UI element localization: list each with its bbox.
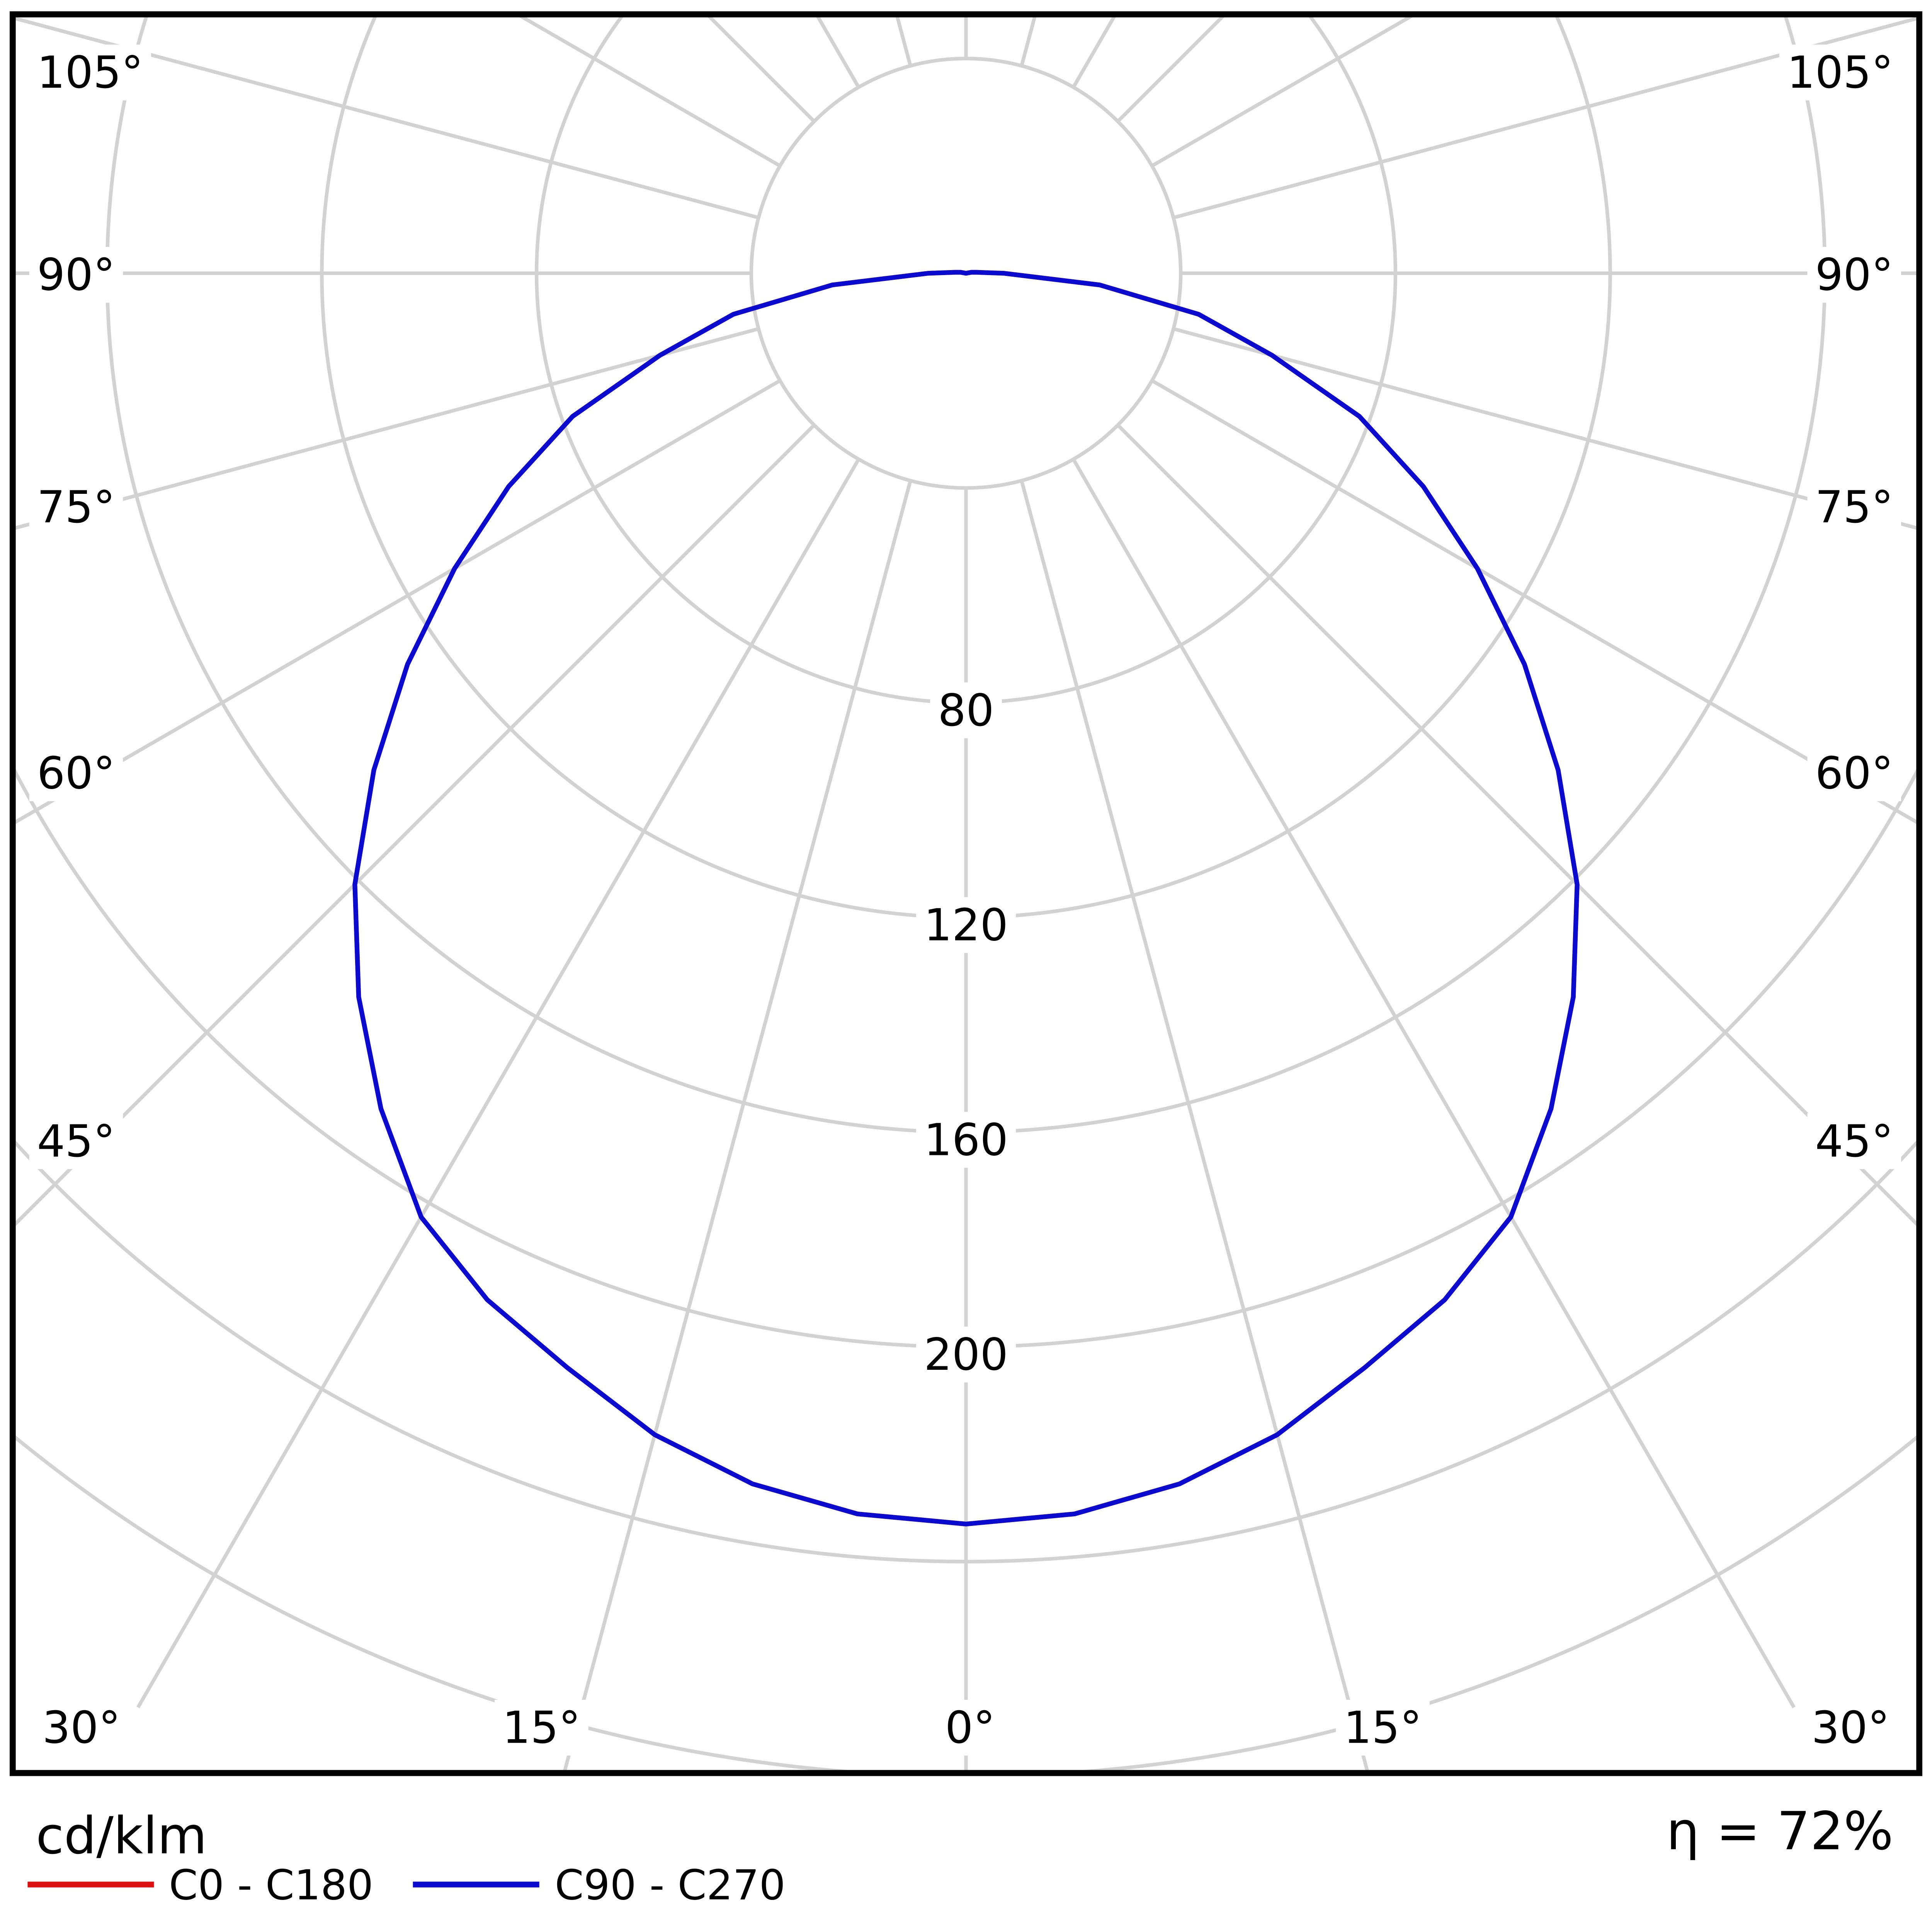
angle-label-left-105: 105° xyxy=(37,47,143,98)
grid-ray-15 xyxy=(1020,480,1369,1770)
ring-label-160-halo xyxy=(916,1112,1016,1168)
ring-label-160: 160 xyxy=(924,1114,1008,1165)
angle-label-bottom-2-halo xyxy=(937,1700,1003,1756)
angle-label-left-105-halo xyxy=(29,44,151,100)
efficiency-label: η = 72% xyxy=(1666,1801,1893,1862)
angle-label-bottom-1: 15° xyxy=(502,1702,581,1753)
angle-label-right-90-halo xyxy=(1807,247,1901,303)
angle-label-right-60: 60° xyxy=(1815,748,1893,799)
grid-ray-330 xyxy=(136,458,861,1709)
legend: C0 - C180 C90 - C270 xyxy=(27,1862,786,1910)
angle-label-right-105: 105° xyxy=(1787,47,1893,98)
ring-label-80: 80 xyxy=(938,685,994,736)
ring-label-200: 200 xyxy=(924,1329,1008,1380)
angle-label-bottom-2: 0° xyxy=(945,1702,995,1753)
grid-ray-30 xyxy=(1071,458,1796,1709)
angle-label-left-45-halo xyxy=(29,1113,123,1169)
angle-label-bottom-1-halo xyxy=(495,1700,588,1756)
grid-ray-315 xyxy=(15,423,816,1226)
angle-label-bottom-4-halo xyxy=(1804,1700,1898,1756)
angle-label-right-60-halo xyxy=(1807,745,1901,801)
angle-label-right-75-halo xyxy=(1807,479,1901,535)
ring-label-120-halo xyxy=(916,897,1016,953)
angle-label-left-75: 75° xyxy=(37,481,116,533)
ring-label-120: 120 xyxy=(924,900,1008,951)
grid-ray-45 xyxy=(1116,423,1917,1226)
grid-ray-105 xyxy=(1173,17,1917,219)
angle-label-left-45: 45° xyxy=(37,1116,116,1167)
angle-label-bottom-3-halo xyxy=(1336,1700,1430,1756)
angle-label-bottom-3: 15° xyxy=(1344,1702,1422,1753)
grid-ray-120 xyxy=(1151,17,1413,168)
plot-frame xyxy=(10,11,1922,1776)
grid-ray-255 xyxy=(15,17,759,219)
angle-label-left-90-halo xyxy=(29,247,123,303)
angle-label-bottom-0: 30° xyxy=(42,1702,121,1753)
grid-ray-60 xyxy=(1151,379,1917,824)
angle-label-right-45: 45° xyxy=(1815,1116,1893,1167)
curve-c90-c270 xyxy=(352,270,1580,1527)
angle-label-bottom-4: 30° xyxy=(1811,1702,1890,1753)
legend-c0-label: C0 - C180 xyxy=(169,1862,373,1910)
ring-label-200-halo xyxy=(916,1327,1016,1383)
angle-label-right-90: 90° xyxy=(1815,249,1893,301)
grid-ray-345 xyxy=(563,480,912,1770)
angle-label-right-105-halo xyxy=(1779,44,1901,100)
legend-c90-label: C90 - C270 xyxy=(555,1862,786,1910)
angle-label-right-45-halo xyxy=(1807,1113,1901,1169)
grid-ray-240 xyxy=(519,17,781,168)
curves xyxy=(352,270,1580,1527)
angle-label-left-75-halo xyxy=(29,479,123,535)
angle-label-bottom-0-halo xyxy=(34,1700,128,1756)
angle-label-left-60: 60° xyxy=(37,748,116,799)
angle-label-left-90: 90° xyxy=(37,249,116,301)
unit-label: cd/klm xyxy=(36,1806,207,1866)
grid-ray-300 xyxy=(15,379,781,824)
angle-label-right-75: 75° xyxy=(1815,481,1893,533)
angle-label-left-60-halo xyxy=(29,745,123,801)
ring-label-80-halo xyxy=(930,682,1002,738)
